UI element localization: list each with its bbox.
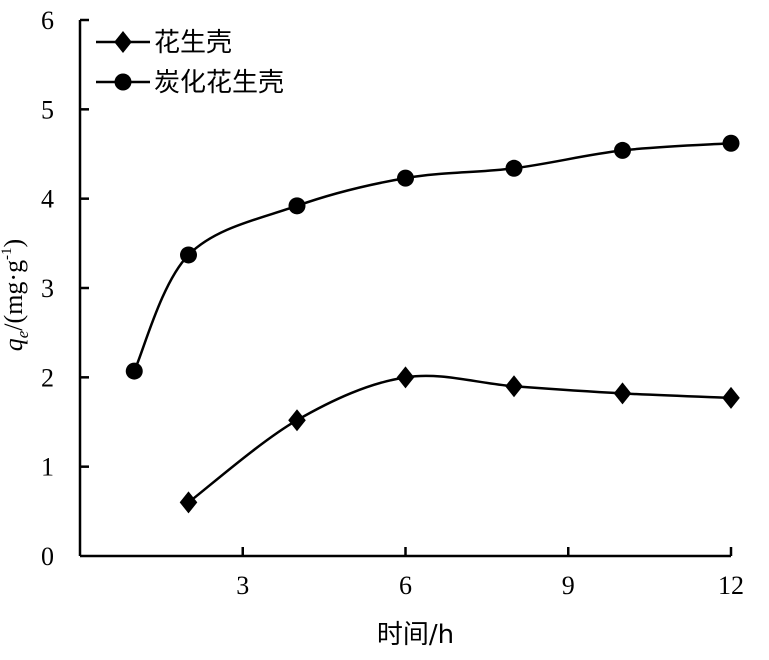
legend-marker	[114, 73, 132, 91]
x-tick-label: 12	[718, 571, 744, 600]
series-1	[179, 366, 740, 514]
data-point	[396, 366, 415, 389]
x-tick-label: 6	[399, 571, 412, 600]
y-tick-label: 2	[41, 363, 54, 392]
data-point	[288, 409, 306, 432]
data-point	[397, 169, 414, 187]
axes	[78, 20, 731, 558]
legend-marker	[114, 31, 132, 53]
legend-label: 炭化花生壳	[154, 68, 284, 98]
x-tick-label: 9	[562, 571, 575, 600]
data-point	[505, 159, 523, 177]
data-point	[180, 246, 197, 264]
legend-label: 花生壳	[154, 28, 232, 58]
y-axis-title-superscript: -1	[0, 247, 15, 260]
data-point	[179, 491, 198, 514]
y-axis-title-symbol: q	[0, 338, 28, 351]
data-point	[505, 375, 523, 398]
y-axis-title-close: )	[0, 239, 28, 248]
data-point	[125, 362, 143, 380]
series-2	[125, 134, 740, 380]
data-point	[722, 134, 740, 152]
y-axis-title-subscript: e	[13, 330, 32, 338]
y-tick-label: 6	[41, 6, 54, 35]
data-point	[722, 386, 740, 409]
data-point	[613, 382, 632, 405]
y-tick-label: 0	[41, 542, 54, 571]
y-tick-label: 5	[41, 95, 54, 124]
y-tick-label: 3	[41, 274, 54, 303]
x-tick-label: 3	[236, 571, 249, 600]
y-axis-title-unit: /(mg·g	[0, 260, 28, 331]
x-axis-title: 时间/h	[377, 620, 454, 650]
y-tick-label: 4	[41, 185, 54, 214]
series-line	[187, 374, 732, 504]
series-layer	[125, 134, 740, 514]
legend-item: 炭化花生壳	[96, 68, 284, 98]
y-tick-label: 1	[41, 453, 54, 482]
y-axis-title: qe/(mg·g-1)	[0, 239, 32, 351]
data-point	[288, 197, 306, 215]
data-point	[614, 141, 631, 159]
legend-item: 花生壳	[96, 28, 232, 58]
series-line	[133, 142, 732, 372]
